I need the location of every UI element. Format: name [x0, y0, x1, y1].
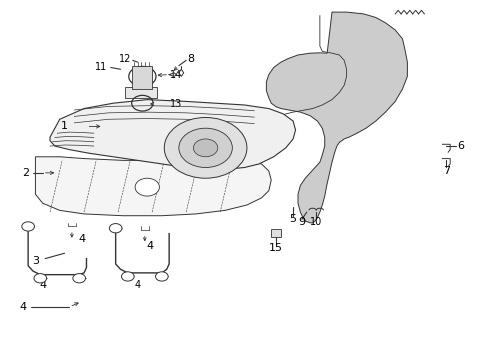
Text: 4: 4 — [78, 234, 85, 244]
Circle shape — [34, 274, 46, 283]
Text: 3: 3 — [32, 256, 39, 266]
Text: 8: 8 — [187, 54, 194, 64]
Text: 4: 4 — [146, 241, 153, 251]
Text: 15: 15 — [268, 243, 283, 253]
Text: 7: 7 — [442, 166, 449, 176]
Text: 4: 4 — [134, 280, 141, 291]
Circle shape — [73, 274, 85, 283]
Text: 5: 5 — [289, 214, 296, 224]
Polygon shape — [35, 157, 271, 216]
Polygon shape — [266, 12, 407, 223]
Circle shape — [193, 139, 217, 157]
Text: 11: 11 — [95, 63, 107, 72]
Text: 2: 2 — [22, 168, 29, 178]
Circle shape — [109, 224, 122, 233]
Text: 10: 10 — [310, 217, 322, 227]
Text: 13: 13 — [170, 99, 182, 109]
Circle shape — [121, 272, 134, 281]
Text: 4: 4 — [39, 280, 46, 291]
Text: 6: 6 — [456, 141, 464, 151]
Circle shape — [179, 128, 232, 167]
Circle shape — [135, 178, 159, 196]
Circle shape — [22, 222, 34, 231]
Text: 1: 1 — [61, 121, 68, 131]
Polygon shape — [125, 87, 157, 98]
Circle shape — [155, 272, 168, 281]
Circle shape — [164, 117, 246, 178]
Polygon shape — [271, 229, 281, 237]
Text: 14: 14 — [170, 69, 182, 80]
Polygon shape — [131, 66, 152, 89]
Polygon shape — [50, 100, 295, 169]
Text: 12: 12 — [119, 54, 131, 64]
Text: 4: 4 — [20, 302, 27, 312]
Text: 9: 9 — [298, 217, 305, 227]
